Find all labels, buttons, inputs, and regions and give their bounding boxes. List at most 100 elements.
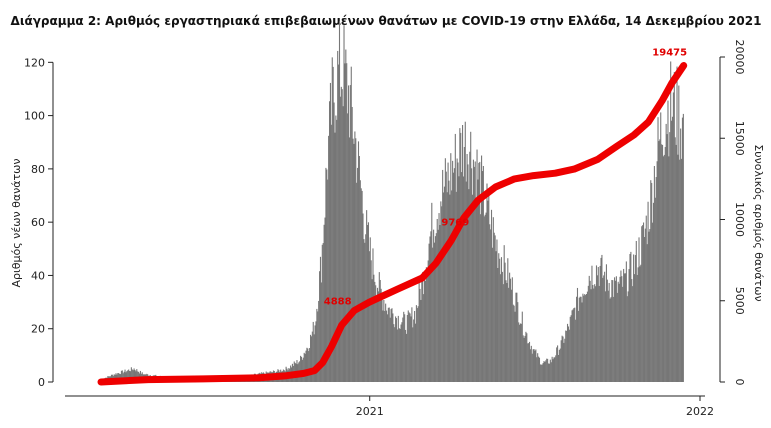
daily-bar bbox=[490, 229, 492, 382]
daily-bar bbox=[319, 271, 321, 382]
daily-bar bbox=[308, 351, 310, 382]
daily-bar bbox=[334, 132, 336, 382]
annotation-label: 4888 bbox=[324, 297, 352, 308]
daily-bar bbox=[634, 255, 636, 382]
daily-bar bbox=[405, 329, 407, 382]
daily-bar bbox=[604, 271, 606, 382]
daily-bar bbox=[369, 237, 371, 382]
daily-bar bbox=[656, 161, 658, 382]
daily-bar bbox=[127, 370, 129, 382]
daily-bar bbox=[579, 296, 581, 382]
daily-bar bbox=[470, 131, 472, 382]
y2-tick-label: 0 bbox=[733, 379, 746, 386]
daily-bar bbox=[356, 182, 358, 382]
daily-bar bbox=[448, 180, 450, 382]
daily-bar bbox=[672, 92, 674, 382]
daily-bar bbox=[387, 307, 389, 382]
daily-bar bbox=[128, 369, 130, 382]
daily-bar bbox=[371, 279, 373, 382]
daily-bar bbox=[612, 280, 614, 382]
daily-bar bbox=[627, 291, 629, 382]
annotation-label: 9769 bbox=[441, 217, 469, 228]
daily-bar bbox=[508, 287, 510, 382]
daily-bar bbox=[558, 349, 560, 382]
daily-bar bbox=[618, 283, 620, 382]
daily-bar bbox=[643, 236, 645, 382]
daily-bar bbox=[435, 233, 437, 382]
daily-bar bbox=[562, 336, 564, 382]
daily-bar bbox=[318, 300, 320, 382]
daily-bar bbox=[679, 159, 681, 382]
daily-bar bbox=[517, 302, 519, 382]
daily-bar bbox=[642, 225, 644, 382]
daily-bar bbox=[329, 82, 331, 382]
daily-bar bbox=[310, 336, 312, 382]
daily-bar bbox=[132, 370, 134, 382]
daily-bar bbox=[451, 190, 453, 382]
daily-bar bbox=[578, 297, 580, 382]
daily-bar bbox=[462, 176, 465, 382]
daily-bar bbox=[374, 281, 376, 382]
daily-bar bbox=[608, 282, 610, 382]
daily-bar bbox=[635, 240, 637, 382]
daily-bar bbox=[384, 311, 386, 382]
daily-bar bbox=[123, 371, 125, 382]
daily-bar bbox=[556, 347, 558, 382]
daily-bar bbox=[471, 168, 473, 382]
daily-bar bbox=[651, 182, 653, 382]
daily-bar bbox=[474, 161, 476, 382]
daily-bar bbox=[391, 308, 393, 382]
daily-bar bbox=[548, 363, 550, 382]
daily-bar bbox=[436, 218, 438, 382]
daily-bar bbox=[453, 168, 455, 382]
daily-bar bbox=[363, 239, 365, 382]
daily-bar bbox=[306, 347, 308, 382]
daily-bar bbox=[682, 113, 684, 383]
daily-bar bbox=[383, 300, 385, 382]
daily-bar bbox=[620, 270, 622, 382]
daily-bar bbox=[370, 260, 372, 382]
daily-bar bbox=[358, 156, 360, 382]
daily-bar bbox=[563, 342, 565, 382]
daily-bar bbox=[400, 324, 402, 382]
daily-bar bbox=[338, 64, 340, 382]
daily-bar bbox=[364, 242, 366, 382]
daily-bar bbox=[433, 229, 435, 382]
daily-bar bbox=[350, 66, 352, 382]
daily-bar bbox=[343, 25, 345, 382]
daily-bar bbox=[314, 325, 316, 382]
daily-bar bbox=[642, 222, 645, 382]
daily-bar bbox=[481, 171, 484, 382]
daily-bar bbox=[365, 234, 367, 382]
daily-bar bbox=[381, 293, 383, 382]
daily-bar bbox=[557, 354, 560, 382]
daily-bar bbox=[390, 309, 392, 382]
daily-bar bbox=[667, 100, 669, 382]
y-tick-label: 20 bbox=[31, 323, 45, 336]
daily-bar bbox=[372, 248, 374, 382]
daily-bar bbox=[133, 368, 135, 382]
daily-bar bbox=[469, 151, 471, 382]
daily-bar bbox=[477, 179, 479, 382]
daily-bar bbox=[458, 176, 460, 382]
daily-bar bbox=[379, 279, 381, 382]
y-tick-label: 100 bbox=[24, 110, 45, 123]
daily-bar bbox=[538, 357, 541, 382]
daily-bar bbox=[599, 265, 601, 382]
daily-bar bbox=[349, 85, 351, 382]
daily-bar bbox=[503, 245, 505, 382]
daily-bar bbox=[623, 268, 625, 382]
daily-bar bbox=[484, 214, 486, 382]
daily-bar bbox=[351, 106, 353, 382]
daily-bar bbox=[540, 364, 542, 382]
daily-bar bbox=[609, 298, 611, 382]
daily-bar bbox=[655, 177, 657, 382]
daily-bar bbox=[430, 231, 432, 382]
daily-bar bbox=[402, 317, 404, 382]
daily-bar bbox=[368, 251, 370, 382]
daily-bar bbox=[395, 318, 398, 382]
daily-bar bbox=[424, 280, 427, 382]
daily-bar bbox=[644, 228, 646, 382]
daily-bar bbox=[543, 361, 545, 382]
